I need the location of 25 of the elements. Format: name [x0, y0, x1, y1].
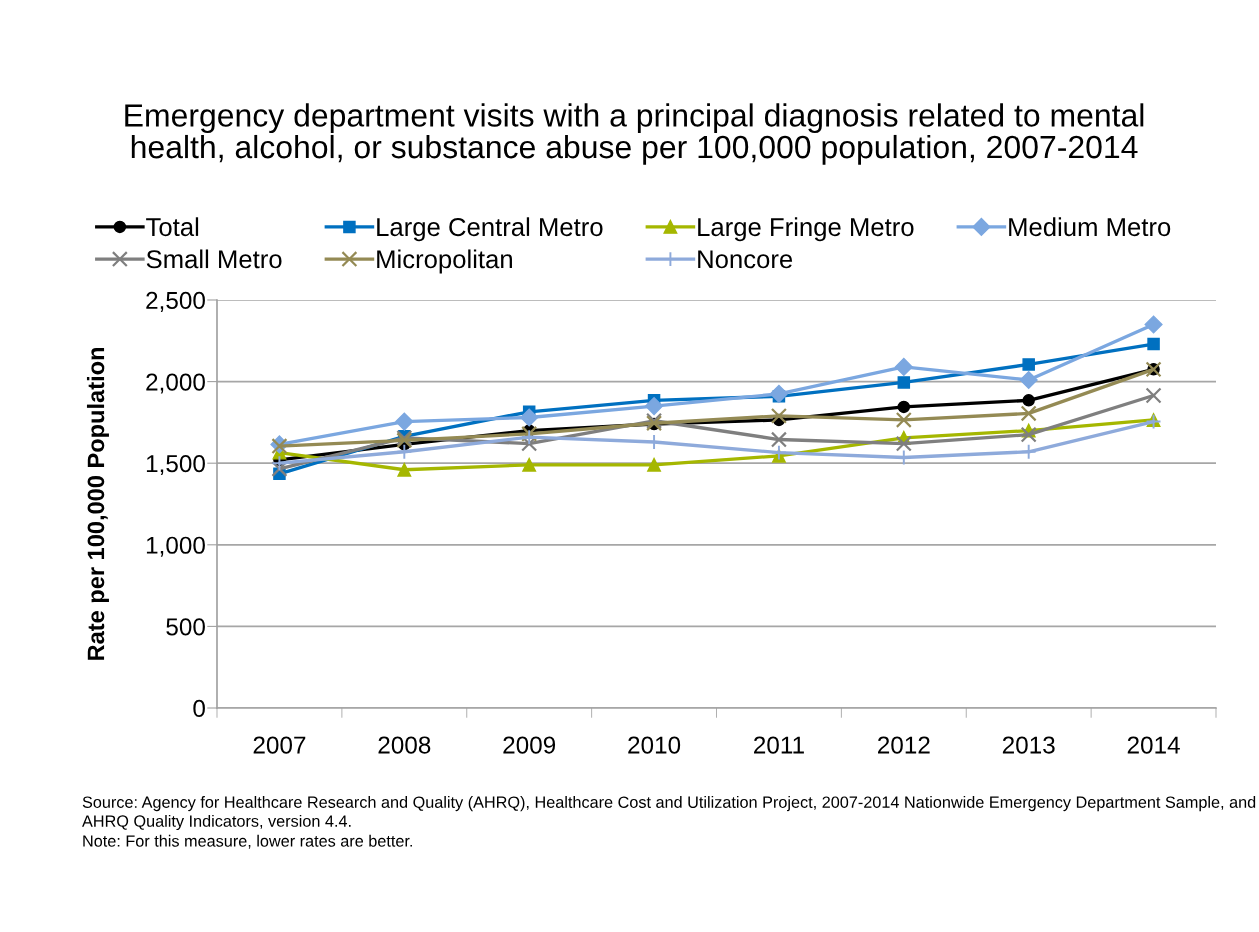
- y-tick-label: 2,000: [146, 373, 205, 394]
- chart-title: Emergency department visits with a principal diagnosis related to mental health, alcohol, or substance abuse per 100,000 population, 2007-2014: [125, 103, 1144, 165]
- x-tick-label: 2014: [1127, 736, 1180, 754]
- y-axis-title: Rate per 100,000 Population: [86, 347, 109, 660]
- y-tick-label: 1,500: [146, 455, 205, 476]
- x-tick-label: 2007: [253, 736, 306, 754]
- x-tick-label: 2008: [378, 736, 431, 754]
- source-note: Source: Agency for Healthcare Research and Quality (AHRQ), Healthcare Cost and Utilization Project, 2007-2014 Nationwide Emergency Department Sample, and AHRQ Quality Indicators, version 4.4.: [82, 796, 1256, 831]
- x-tick-label: 2012: [878, 736, 930, 754]
- legend-label: Medium Metro: [1009, 217, 1171, 237]
- x-tick-label: 2013: [1002, 736, 1055, 754]
- legend-label: Large Fringe Metro: [698, 217, 914, 242]
- y-tick-label: 1,000: [146, 536, 205, 557]
- x-tick-label: 2010: [628, 736, 681, 754]
- y-tick-label: 2,500: [146, 291, 205, 312]
- text: Note: For this measure, lower rates are better.: [83, 834, 412, 849]
- x-tick-label: 2009: [503, 736, 556, 754]
- y-tick-label: 0: [193, 699, 205, 718]
- y-tick-label: 500: [166, 618, 205, 636]
- legend-label: Large Central Metro: [377, 217, 603, 242]
- x-tick-label: 2011: [754, 736, 804, 754]
- legend-label: Total: [146, 217, 199, 237]
- legend-label: Noncore: [698, 250, 793, 269]
- legend-label: Micropolitan: [377, 249, 512, 274]
- legend-label: Small Metro: [146, 249, 282, 269]
